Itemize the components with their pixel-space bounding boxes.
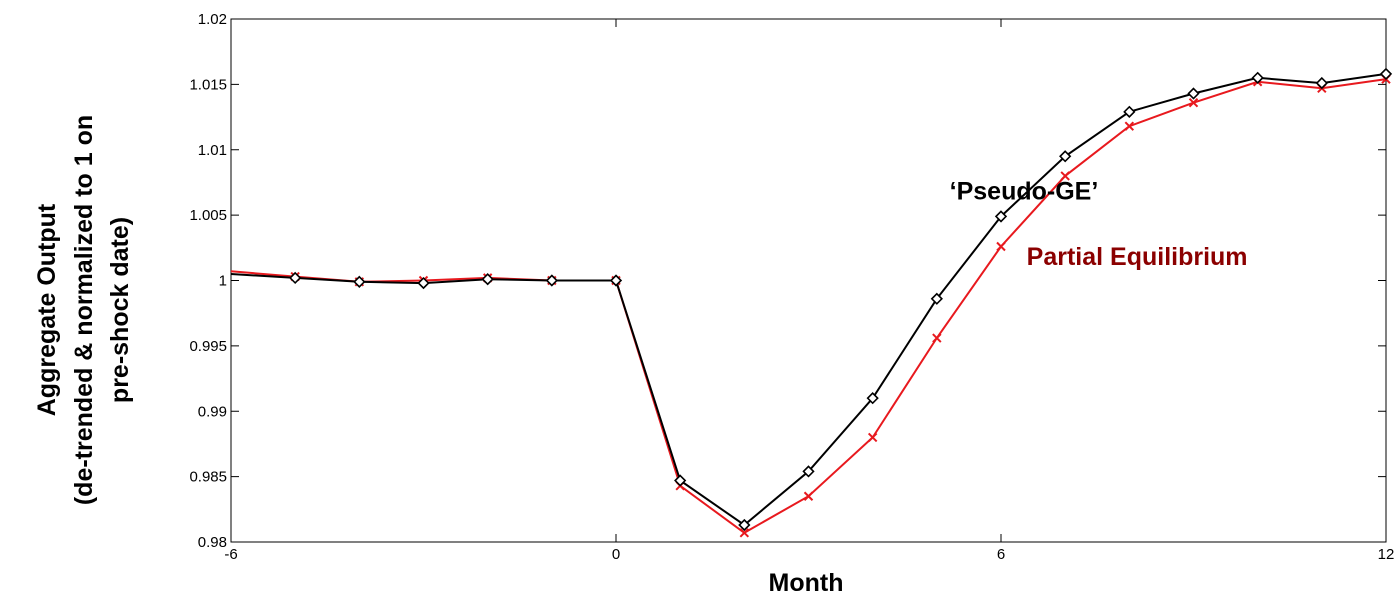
y-tick-label: 1 xyxy=(219,273,227,290)
data-point xyxy=(867,432,878,443)
data-point xyxy=(739,528,750,538)
data-point xyxy=(1379,67,1393,81)
y-tick-label: 0.985 xyxy=(189,469,227,486)
data-point xyxy=(1251,71,1264,84)
axis-tick-labels: 0.98 0.985 0.99 0.995 1 1.005 1.01 1.015 1.02 -6 0… xyxy=(189,11,1394,563)
data-point xyxy=(1123,105,1136,118)
data-point xyxy=(609,274,623,287)
y-tick-label: 1.02 xyxy=(198,11,227,28)
y-tick-label: 1.015 xyxy=(189,76,227,93)
data-point xyxy=(802,465,815,478)
data-point xyxy=(545,274,558,287)
y-axis-title-line-2: (de-trended & normalized to 1 on xyxy=(70,115,98,505)
y-tick-label: 0.995 xyxy=(189,338,227,355)
y-tick-label: 1.005 xyxy=(189,207,227,224)
annotation-layer: ‘Pseudo-GE’ Partial Equilibrium xyxy=(950,177,1248,270)
y-axis-title-line-3: pre-shock date) xyxy=(106,217,134,403)
y-tick-label: 0.99 xyxy=(198,403,227,420)
data-point xyxy=(1124,121,1135,131)
data-point xyxy=(866,392,879,405)
series-line xyxy=(230,72,1387,527)
y-axis-title-line-1: Aggregate Output xyxy=(33,203,61,416)
y-tick-label: 1.01 xyxy=(198,142,227,159)
series-line xyxy=(230,78,1387,534)
data-point xyxy=(481,273,494,286)
y-tick-label: 0.98 xyxy=(198,534,227,551)
x-tick-label: 0 xyxy=(612,546,620,563)
axis-ticks xyxy=(230,18,1387,543)
y-axis-title: Aggregate Output (de-trended & normalize… xyxy=(33,115,134,505)
data-point xyxy=(417,276,430,290)
data-point xyxy=(1059,150,1072,163)
data-point xyxy=(1188,97,1199,108)
data-point xyxy=(289,271,302,285)
data-point xyxy=(1315,76,1328,90)
data-point xyxy=(674,474,687,487)
data-point xyxy=(996,241,1006,252)
data-point xyxy=(930,292,943,305)
x-tick-label: 12 xyxy=(1378,546,1395,563)
data-point xyxy=(932,333,942,343)
data-point xyxy=(738,518,751,532)
data-point xyxy=(1060,171,1070,181)
data-point xyxy=(803,491,814,501)
x-tick-label: -6 xyxy=(224,546,237,563)
series-layer xyxy=(230,67,1393,538)
series-annotation: ‘Pseudo-GE’ xyxy=(950,177,1099,205)
series-annotation: Partial Equilibrium xyxy=(1027,243,1248,271)
series-1 xyxy=(230,67,1393,532)
x-axis-title: Month xyxy=(769,569,844,597)
data-point xyxy=(994,210,1008,223)
data-point xyxy=(1187,87,1200,100)
x-tick-label: 6 xyxy=(997,546,1005,563)
data-point xyxy=(353,275,366,288)
